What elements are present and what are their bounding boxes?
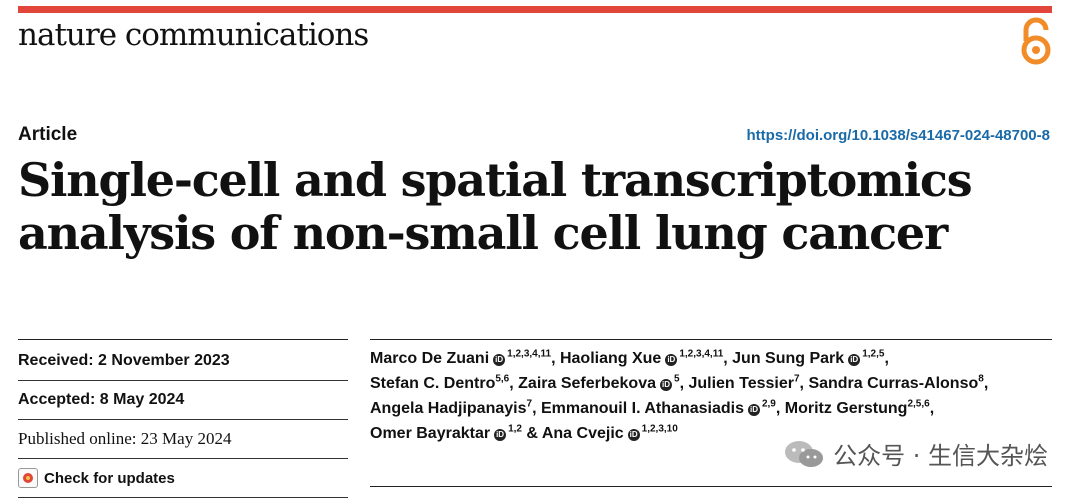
orcid-icon[interactable]: iD: [627, 429, 640, 441]
orcid-icon[interactable]: iD: [494, 429, 507, 441]
received-date: Received: 2 November 2023: [18, 342, 348, 381]
affiliation-numbers: 1,2,3,4,11: [507, 348, 552, 360]
author[interactable]: Sandra Curras-Alonso8: [808, 373, 984, 392]
author[interactable]: Zaira Seferbekova iD 5: [518, 373, 680, 392]
affiliation-numbers: 8: [978, 373, 984, 385]
author-name: Angela Hadjipanayis: [370, 400, 527, 417]
affiliation-numbers: 2,9: [761, 398, 776, 410]
open-access-icon[interactable]: [1016, 16, 1056, 68]
published-date: Published online: 23 May 2024: [18, 420, 348, 459]
affiliation-numbers: 1,2: [508, 423, 522, 435]
orcid-icon[interactable]: iD: [848, 354, 861, 366]
author-name: Jun Sung Park: [732, 350, 845, 367]
accepted-date: Accepted: 8 May 2024: [18, 381, 348, 420]
affiliation-numbers: 1,2,3,4,11: [679, 348, 724, 360]
doi-link[interactable]: https://doi.org/10.1038/s41467-024-48700…: [746, 127, 1051, 144]
journal-name[interactable]: nature communications: [18, 17, 369, 53]
wechat-icon: [785, 440, 824, 467]
author-name: Ana Cvejic: [541, 425, 624, 442]
divider: [370, 486, 1052, 487]
author-name: Julien Tessier: [688, 375, 794, 392]
author[interactable]: Emmanouil I. Athanasiadis iD 2,9: [540, 398, 776, 417]
affiliation-numbers: 7: [526, 398, 533, 410]
author[interactable]: Stefan C. Dentro5,6: [370, 373, 510, 392]
check-for-updates-icon: [18, 468, 38, 488]
author[interactable]: Jun Sung Park iD 1,2,5: [732, 348, 885, 367]
author-name: Moritz Gerstung: [784, 400, 908, 417]
orcid-icon[interactable]: iD: [747, 404, 760, 416]
journal-accent-bar: [18, 6, 1052, 13]
author-name: Omer Bayraktar: [370, 425, 491, 442]
divider: [370, 339, 1052, 340]
author[interactable]: Omer Bayraktar iD 1,2: [370, 423, 522, 442]
author[interactable]: Haoliang Xue iD 1,2,3,4,11: [559, 348, 724, 367]
author-name: Haoliang Xue: [559, 350, 662, 367]
affiliation-numbers: 5,6: [495, 373, 510, 385]
check-updates-label: Check for updates: [44, 469, 175, 487]
orcid-icon[interactable]: iD: [665, 354, 678, 366]
orcid-icon[interactable]: iD: [493, 354, 506, 366]
check-updates-row[interactable]: Check for updates: [18, 459, 348, 498]
author-name: Zaira Seferbekova: [518, 375, 656, 392]
check-updates-button[interactable]: Check for updates: [18, 468, 175, 488]
article-type: Article: [18, 124, 78, 145]
divider: [18, 339, 348, 340]
author-list: Marco De Zuani iD 1,2,3,4,11, Haoliang Xue…: [370, 348, 989, 442]
title-line-2: analysis of non-small cell lung cancer: [18, 206, 948, 260]
title-line-1: Single-cell and spatial transcriptomics: [18, 153, 973, 207]
article-title: Single-cell and spatial transcriptomics …: [18, 154, 1058, 260]
author[interactable]: Ana Cvejic iD 1,2,3,10: [541, 423, 678, 442]
author-name: Stefan C. Dentro: [370, 375, 496, 392]
author-name: Emmanouil I. Athanasiadis: [540, 400, 744, 417]
article-dates: Received: 2 November 2023 Accepted: 8 Ma…: [18, 342, 348, 498]
author-name: Marco De Zuani: [370, 350, 490, 367]
affiliation-numbers: 2,5,6: [907, 398, 930, 410]
author-conjunction: &: [521, 425, 542, 442]
affiliation-numbers: 5: [674, 373, 680, 385]
affiliation-numbers: 1,2,5: [862, 348, 885, 360]
affiliation-numbers: 7: [793, 373, 800, 385]
author[interactable]: Marco De Zuani iD 1,2,3,4,11: [370, 348, 552, 367]
author[interactable]: Julien Tessier7: [688, 373, 800, 392]
watermark-text: 公众号 · 生信大杂烩: [833, 442, 1048, 470]
author[interactable]: Moritz Gerstung2,5,6: [784, 398, 930, 417]
author[interactable]: Angela Hadjipanayis7: [370, 398, 533, 417]
watermark: 公众号 · 生信大杂烩: [783, 436, 1048, 471]
orcid-icon[interactable]: iD: [660, 379, 672, 391]
affiliation-numbers: 1,2,3,10: [641, 423, 678, 435]
author-name: Sandra Curras-Alonso: [808, 375, 979, 392]
